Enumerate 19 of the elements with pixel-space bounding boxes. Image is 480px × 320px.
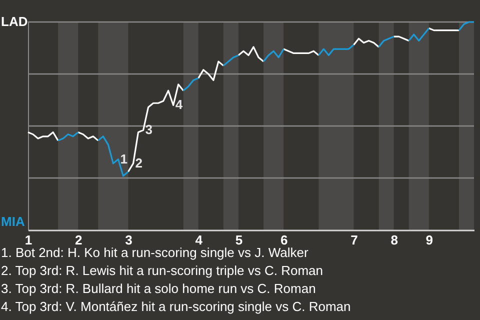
x-tick-label: 4: [195, 232, 204, 248]
annotation: 2: [135, 155, 142, 170]
annotation: 4: [175, 97, 184, 112]
annotation: 3: [145, 122, 152, 138]
text: 2. Top 3rd: R. Lewis hit a run-scoring triple vs C. Roman: [1, 263, 324, 278]
text: MIA: [1, 214, 26, 229]
text: 1. Bot 2nd: H. Ko hit a run-scoring single vs J. Walker: [1, 245, 309, 260]
text: LAD: [1, 14, 28, 29]
x-tick-label: 3: [125, 232, 132, 248]
x-tick-label: 2: [74, 232, 82, 248]
x-tick-label: 8: [390, 232, 398, 248]
text: 4. Top 3rd: V. Montáñez hit a run-scoring single vs C. Roman: [1, 299, 351, 314]
x-tick-label: 9: [426, 232, 434, 248]
x-tick-label: 5: [235, 232, 243, 248]
text: 3. Top 3rd: R. Bullard hit a solo home run vs C. Roman: [1, 281, 316, 296]
x-tick-label: 6: [280, 232, 288, 248]
x-tick-label: 1: [24, 232, 32, 248]
annotation: 1: [120, 151, 128, 166]
x-tick-label: 7: [350, 232, 358, 248]
